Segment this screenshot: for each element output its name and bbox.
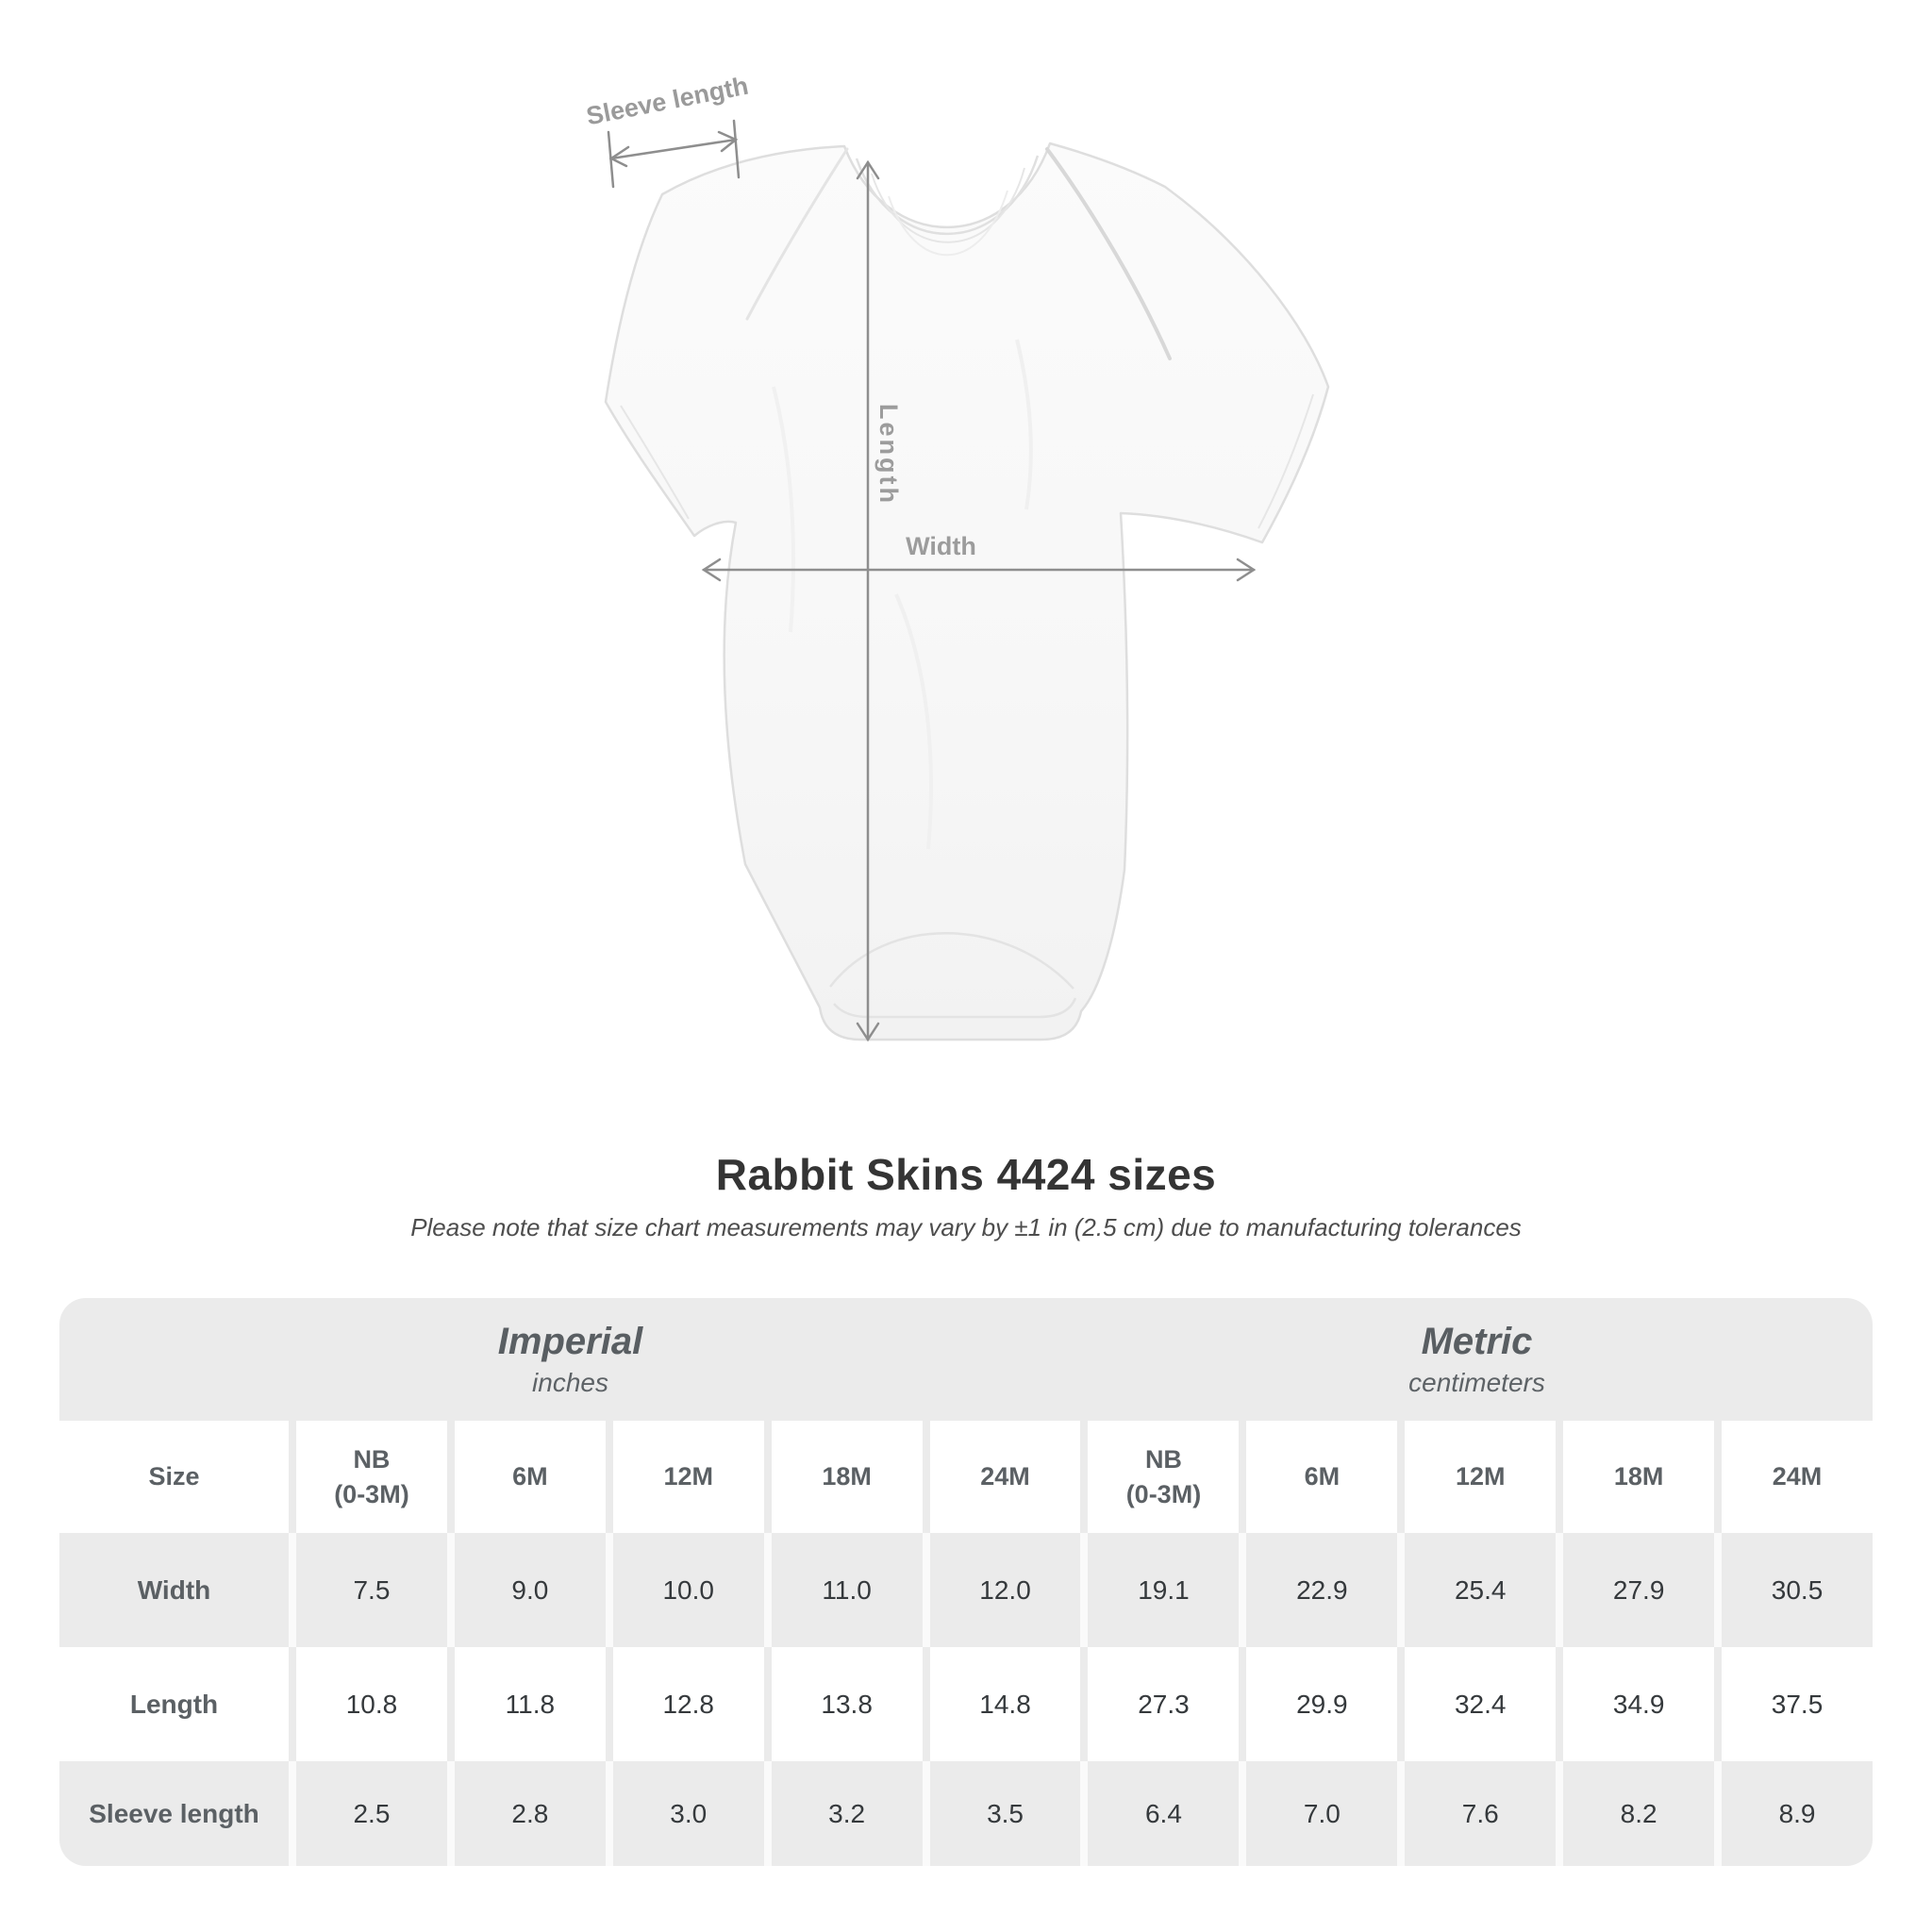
header-size: Size xyxy=(59,1421,289,1533)
cell: 29.9 xyxy=(1246,1647,1398,1761)
table-row-sleeve-length: Sleeve length 2.5 2.8 3.0 3.2 3.5 6.4 7.… xyxy=(59,1761,1873,1866)
cell: 13.8 xyxy=(771,1647,923,1761)
imperial-title: Imperial xyxy=(497,1321,643,1362)
cell: 3.2 xyxy=(771,1761,923,1866)
cell: 6.4 xyxy=(1088,1761,1240,1866)
cell: 8.2 xyxy=(1563,1761,1715,1866)
cell: 19.1 xyxy=(1088,1533,1240,1647)
row-label-sleeve-length: Sleeve length xyxy=(59,1761,289,1866)
header-nb-metric: NB (0-3M) xyxy=(1088,1421,1240,1533)
header-12m-metric: 12M xyxy=(1405,1421,1557,1533)
header-18m-metric: 18M xyxy=(1563,1421,1715,1533)
row-label-length: Length xyxy=(59,1647,289,1761)
unit-group-band: Imperial inches Metric centimeters xyxy=(59,1298,1873,1421)
cell: 9.0 xyxy=(454,1533,606,1647)
header-12m-imperial: 12M xyxy=(612,1421,764,1533)
metric-title: Metric xyxy=(1421,1321,1533,1362)
cell: 7.5 xyxy=(296,1533,447,1647)
table-row-width: Width 7.5 9.0 10.0 11.0 12.0 19.1 22.9 2… xyxy=(59,1533,1873,1647)
cell: 30.5 xyxy=(1722,1533,1873,1647)
header-nb-imperial: NB (0-3M) xyxy=(296,1421,447,1533)
cell: 12.0 xyxy=(929,1533,1081,1647)
cell: 12.8 xyxy=(612,1647,764,1761)
cell: 27.9 xyxy=(1563,1533,1715,1647)
cell: 11.8 xyxy=(454,1647,606,1761)
cell: 27.3 xyxy=(1088,1647,1240,1761)
cell: 34.9 xyxy=(1563,1647,1715,1761)
bodysuit-silhouette xyxy=(604,142,1330,1041)
tolerance-note: Please note that size chart measurements… xyxy=(410,1213,1522,1241)
baby-bodysuit-graphic xyxy=(604,142,1330,1041)
row-label-width: Width xyxy=(59,1533,289,1647)
cell: 7.0 xyxy=(1246,1761,1398,1866)
header-6m-imperial: 6M xyxy=(454,1421,606,1533)
imperial-group-header: Imperial inches xyxy=(59,1298,1081,1421)
metric-group-header: Metric centimeters xyxy=(1081,1298,1873,1421)
header-6m-metric: 6M xyxy=(1246,1421,1398,1533)
metric-unit: centimeters xyxy=(1408,1368,1545,1397)
width-label: Width xyxy=(906,532,976,560)
header-24m-imperial: 24M xyxy=(929,1421,1081,1533)
imperial-unit: inches xyxy=(532,1368,608,1397)
header-18m-imperial: 18M xyxy=(771,1421,923,1533)
cell: 37.5 xyxy=(1722,1647,1873,1761)
cell: 8.9 xyxy=(1722,1761,1873,1866)
cell: 10.0 xyxy=(612,1533,764,1647)
cell: 25.4 xyxy=(1405,1533,1557,1647)
cell: 11.0 xyxy=(771,1533,923,1647)
cell: 10.8 xyxy=(296,1647,447,1761)
cell: 3.5 xyxy=(929,1761,1081,1866)
cell: 2.8 xyxy=(454,1761,606,1866)
table-row-length: Length 10.8 11.8 12.8 13.8 14.8 27.3 29.… xyxy=(59,1647,1873,1761)
table-header-row: Size NB (0-3M) 6M 12M 18M 24M NB (0-3M) … xyxy=(59,1421,1873,1533)
cell: 2.5 xyxy=(296,1761,447,1866)
length-label: Length xyxy=(874,404,903,506)
header-24m-metric: 24M xyxy=(1722,1421,1873,1533)
size-table: Imperial inches Metric centimeters Size … xyxy=(59,1298,1873,1866)
cell: 22.9 xyxy=(1246,1533,1398,1647)
cell: 32.4 xyxy=(1405,1647,1557,1761)
cell: 3.0 xyxy=(612,1761,764,1866)
cell: 14.8 xyxy=(929,1647,1081,1761)
page-title: Rabbit Skins 4424 sizes xyxy=(715,1150,1217,1199)
cell: 7.6 xyxy=(1405,1761,1557,1866)
